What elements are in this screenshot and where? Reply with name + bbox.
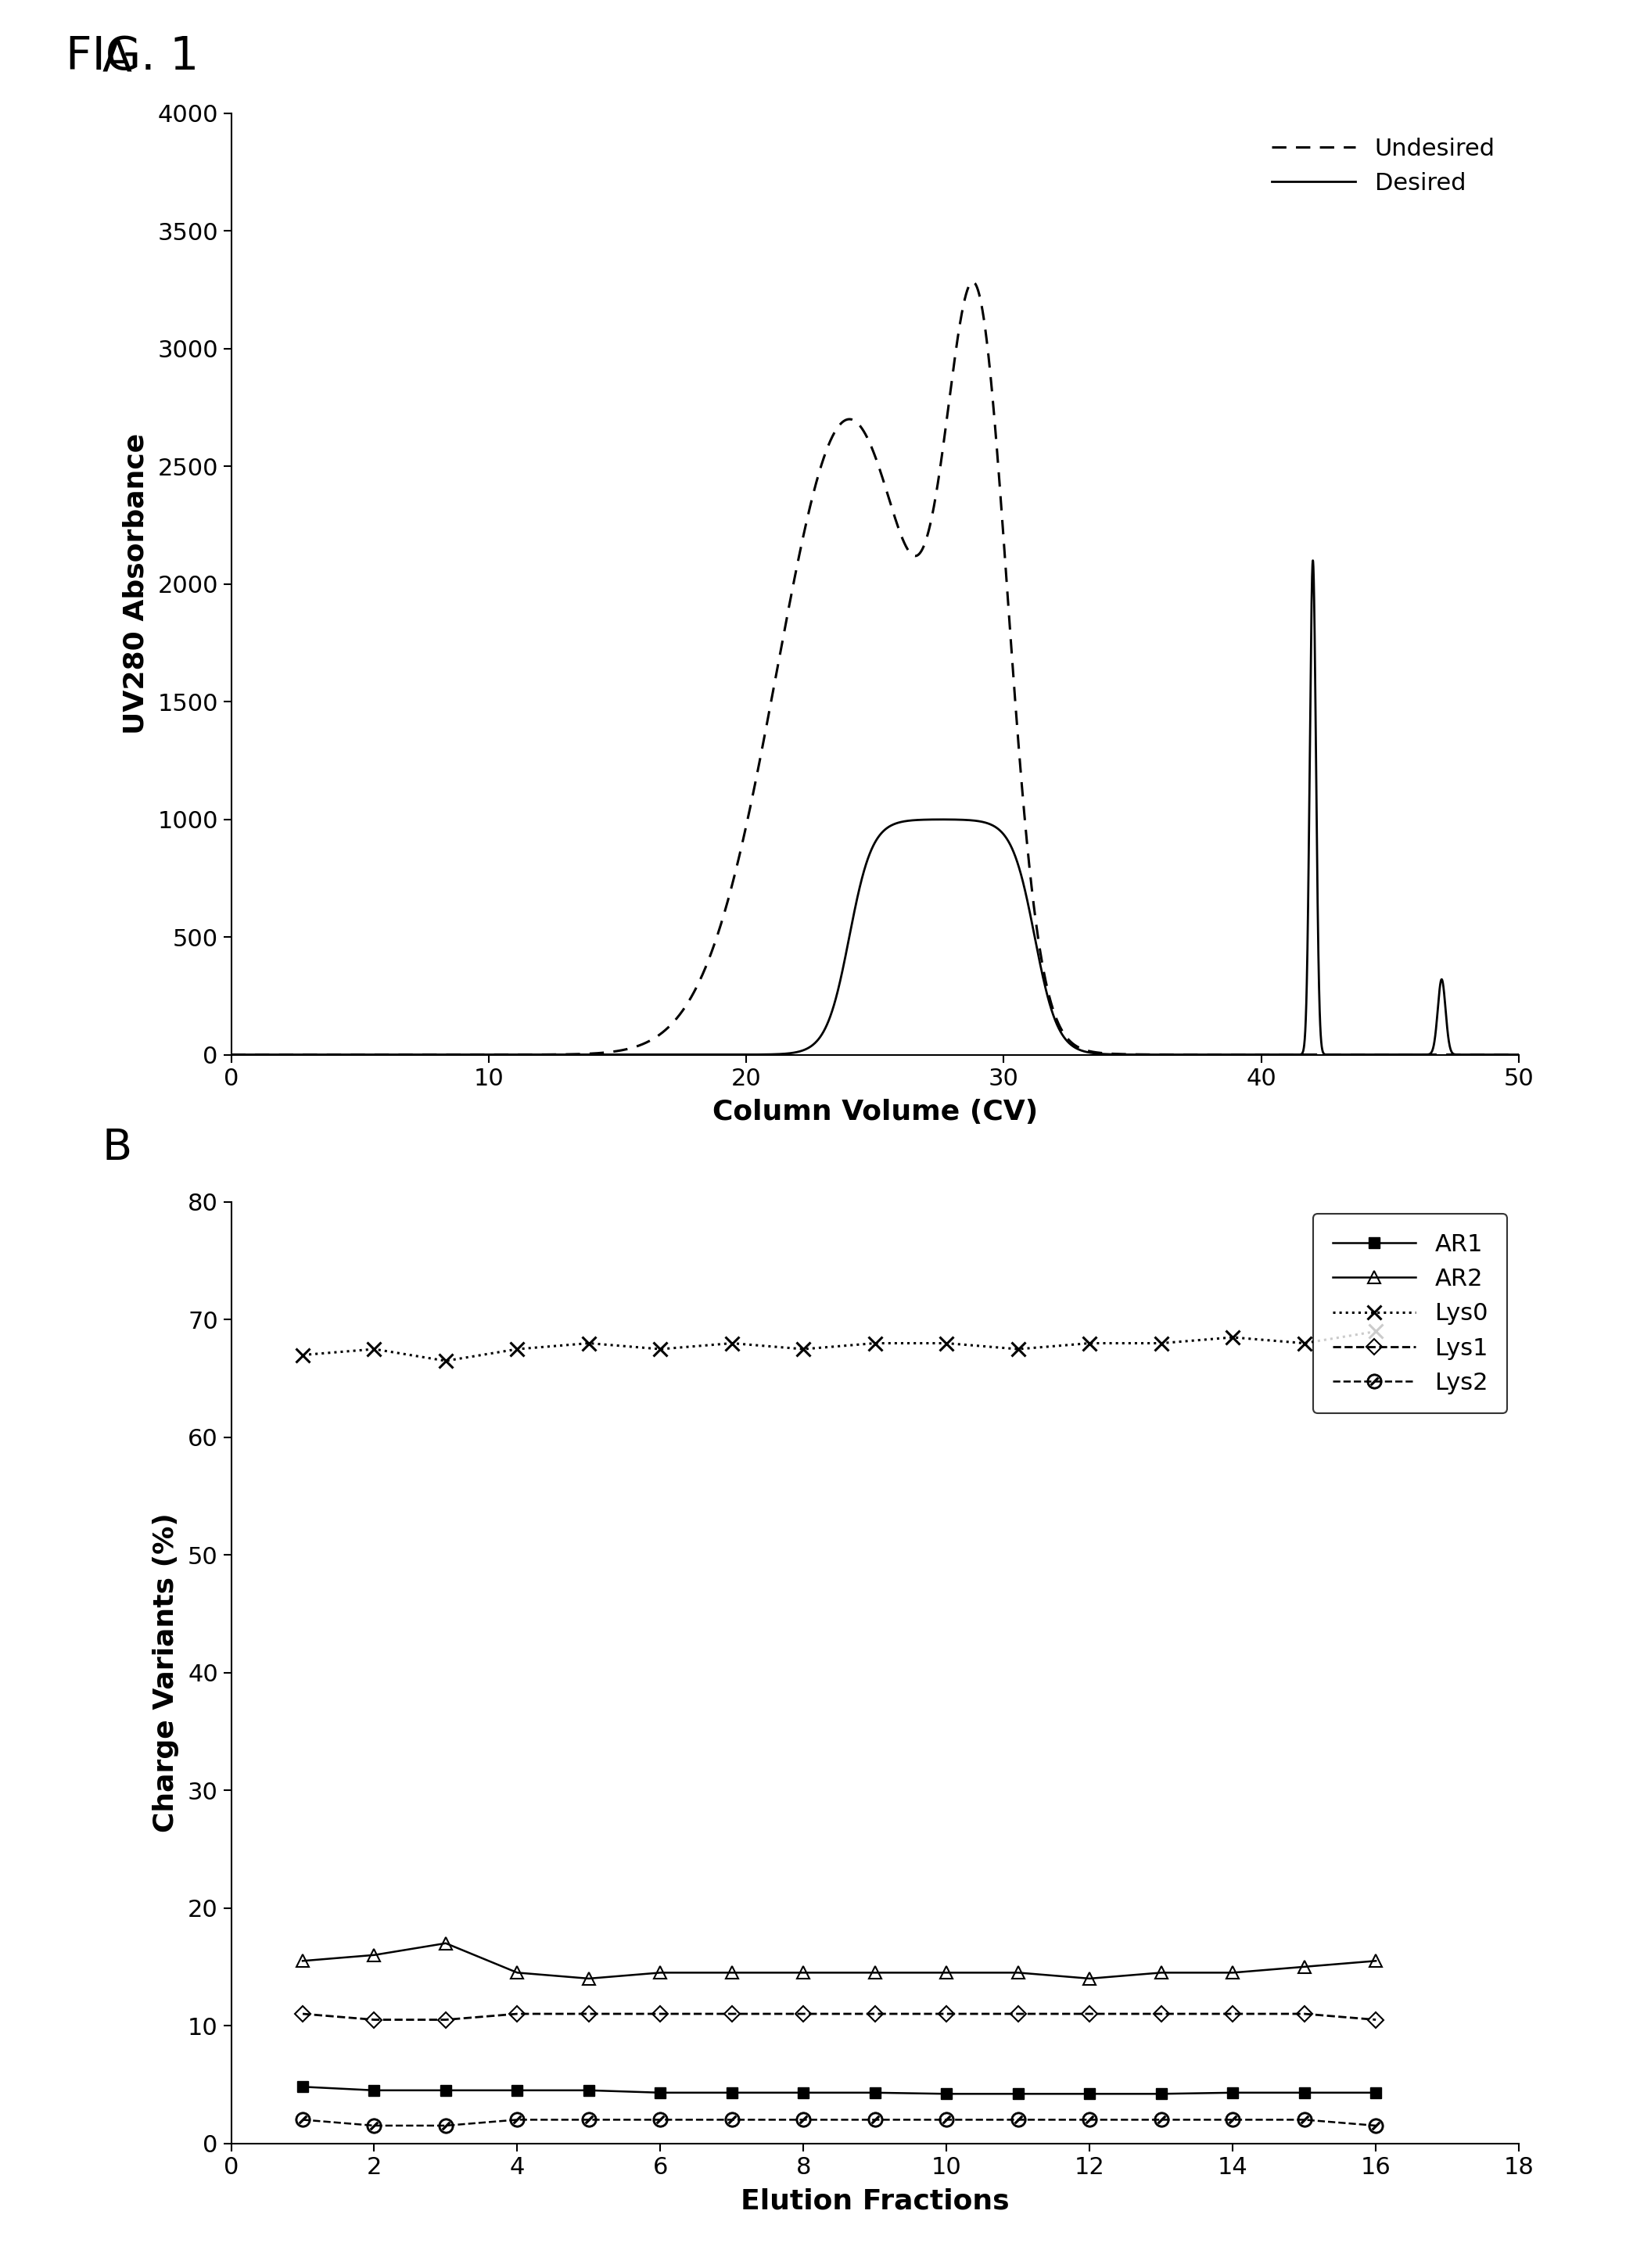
AR2 bbox=[1009, 1960, 1029, 1987]
Lys1 bbox=[1365, 2007, 1385, 2034]
Lys2 bbox=[507, 2107, 527, 2134]
Line: Lys2: Lys2 bbox=[296, 2112, 1384, 2134]
Lys0 bbox=[580, 1329, 599, 1356]
AR2 bbox=[292, 1948, 312, 1975]
Lys2 bbox=[292, 2107, 312, 2134]
Lys1 bbox=[794, 2000, 814, 2028]
Lys2 bbox=[1151, 2107, 1171, 2134]
Line: AR2: AR2 bbox=[296, 1937, 1382, 1984]
AR1 bbox=[936, 2080, 956, 2107]
Lys0 bbox=[1223, 1325, 1243, 1352]
Lys2 bbox=[436, 2112, 456, 2139]
AR1 bbox=[865, 2080, 885, 2107]
Lys1 bbox=[1294, 2000, 1314, 2028]
X-axis label: Elution Fractions: Elution Fractions bbox=[741, 2189, 1009, 2214]
Lys0 bbox=[1365, 1318, 1385, 1345]
Lys1 bbox=[721, 2000, 741, 2028]
Lys2 bbox=[580, 2107, 599, 2134]
AR2 bbox=[436, 1930, 456, 1957]
AR1 bbox=[1151, 2080, 1171, 2107]
Y-axis label: UV280 Absorbance: UV280 Absorbance bbox=[122, 433, 149, 735]
AR1 bbox=[721, 2080, 741, 2107]
AR1 bbox=[365, 2077, 385, 2105]
Lys1 bbox=[507, 2000, 527, 2028]
Legend: AR1, AR2, Lys0, Lys1, Lys2: AR1, AR2, Lys0, Lys1, Lys2 bbox=[1313, 1213, 1507, 1413]
Lys2 bbox=[1009, 2107, 1029, 2134]
Text: B: B bbox=[102, 1127, 132, 1168]
Text: FIG. 1: FIG. 1 bbox=[66, 34, 200, 79]
AR2 bbox=[936, 1960, 956, 1987]
Lys2 bbox=[721, 2107, 741, 2134]
Lys1 bbox=[580, 2000, 599, 2028]
Lys2 bbox=[1080, 2107, 1100, 2134]
AR2 bbox=[507, 1960, 527, 1987]
Text: A: A bbox=[102, 39, 132, 79]
AR2 bbox=[794, 1960, 814, 1987]
Lys2 bbox=[936, 2107, 956, 2134]
Legend: Undesired, Desired: Undesired, Desired bbox=[1260, 125, 1507, 206]
AR1 bbox=[292, 2073, 312, 2100]
Lys2 bbox=[794, 2107, 814, 2134]
AR1 bbox=[1009, 2080, 1029, 2107]
Lys2 bbox=[1365, 2112, 1385, 2139]
AR2 bbox=[365, 1941, 385, 1969]
Lys0 bbox=[1294, 1329, 1314, 1356]
Lys1 bbox=[436, 2007, 456, 2034]
AR1 bbox=[1223, 2080, 1243, 2107]
AR1 bbox=[1365, 2080, 1385, 2107]
AR2 bbox=[580, 1964, 599, 1991]
Lys1 bbox=[1223, 2000, 1243, 2028]
Lys0 bbox=[650, 1336, 670, 1363]
Lys0 bbox=[1009, 1336, 1029, 1363]
Lys1 bbox=[292, 2000, 312, 2028]
Lys1 bbox=[1009, 2000, 1029, 2028]
AR1 bbox=[650, 2080, 670, 2107]
Line: Lys0: Lys0 bbox=[296, 1325, 1384, 1368]
AR1 bbox=[794, 2080, 814, 2107]
Lys2 bbox=[365, 2112, 385, 2139]
Lys0 bbox=[436, 1347, 456, 1374]
AR1 bbox=[580, 2077, 599, 2105]
Line: Lys1: Lys1 bbox=[297, 2009, 1382, 2025]
Lys0 bbox=[292, 1340, 312, 1368]
AR1 bbox=[436, 2077, 456, 2105]
Lys0 bbox=[507, 1336, 527, 1363]
AR2 bbox=[650, 1960, 670, 1987]
Y-axis label: Charge Variants (%): Charge Variants (%) bbox=[152, 1513, 178, 1833]
AR1 bbox=[507, 2077, 527, 2105]
Lys1 bbox=[936, 2000, 956, 2028]
Lys1 bbox=[650, 2000, 670, 2028]
Lys0 bbox=[1151, 1329, 1171, 1356]
Lys0 bbox=[1080, 1329, 1100, 1356]
AR1 bbox=[1294, 2080, 1314, 2107]
X-axis label: Column Volume (CV): Column Volume (CV) bbox=[712, 1100, 1038, 1125]
Lys0 bbox=[365, 1336, 385, 1363]
Lys1 bbox=[365, 2007, 385, 2034]
AR2 bbox=[1151, 1960, 1171, 1987]
Lys1 bbox=[865, 2000, 885, 2028]
Lys1 bbox=[1080, 2000, 1100, 2028]
Lys2 bbox=[865, 2107, 885, 2134]
Lys2 bbox=[1223, 2107, 1243, 2134]
AR2 bbox=[1294, 1953, 1314, 1980]
AR2 bbox=[1365, 1948, 1385, 1975]
AR1 bbox=[1080, 2080, 1100, 2107]
AR2 bbox=[865, 1960, 885, 1987]
Lys0 bbox=[721, 1329, 741, 1356]
AR2 bbox=[721, 1960, 741, 1987]
Lys2 bbox=[1294, 2107, 1314, 2134]
Lys2 bbox=[650, 2107, 670, 2134]
Lys0 bbox=[794, 1336, 814, 1363]
Lys0 bbox=[936, 1329, 956, 1356]
AR2 bbox=[1080, 1964, 1100, 1991]
AR2 bbox=[1223, 1960, 1243, 1987]
Lys1 bbox=[1151, 2000, 1171, 2028]
Lys0 bbox=[865, 1329, 885, 1356]
Line: AR1: AR1 bbox=[297, 2082, 1382, 2100]
